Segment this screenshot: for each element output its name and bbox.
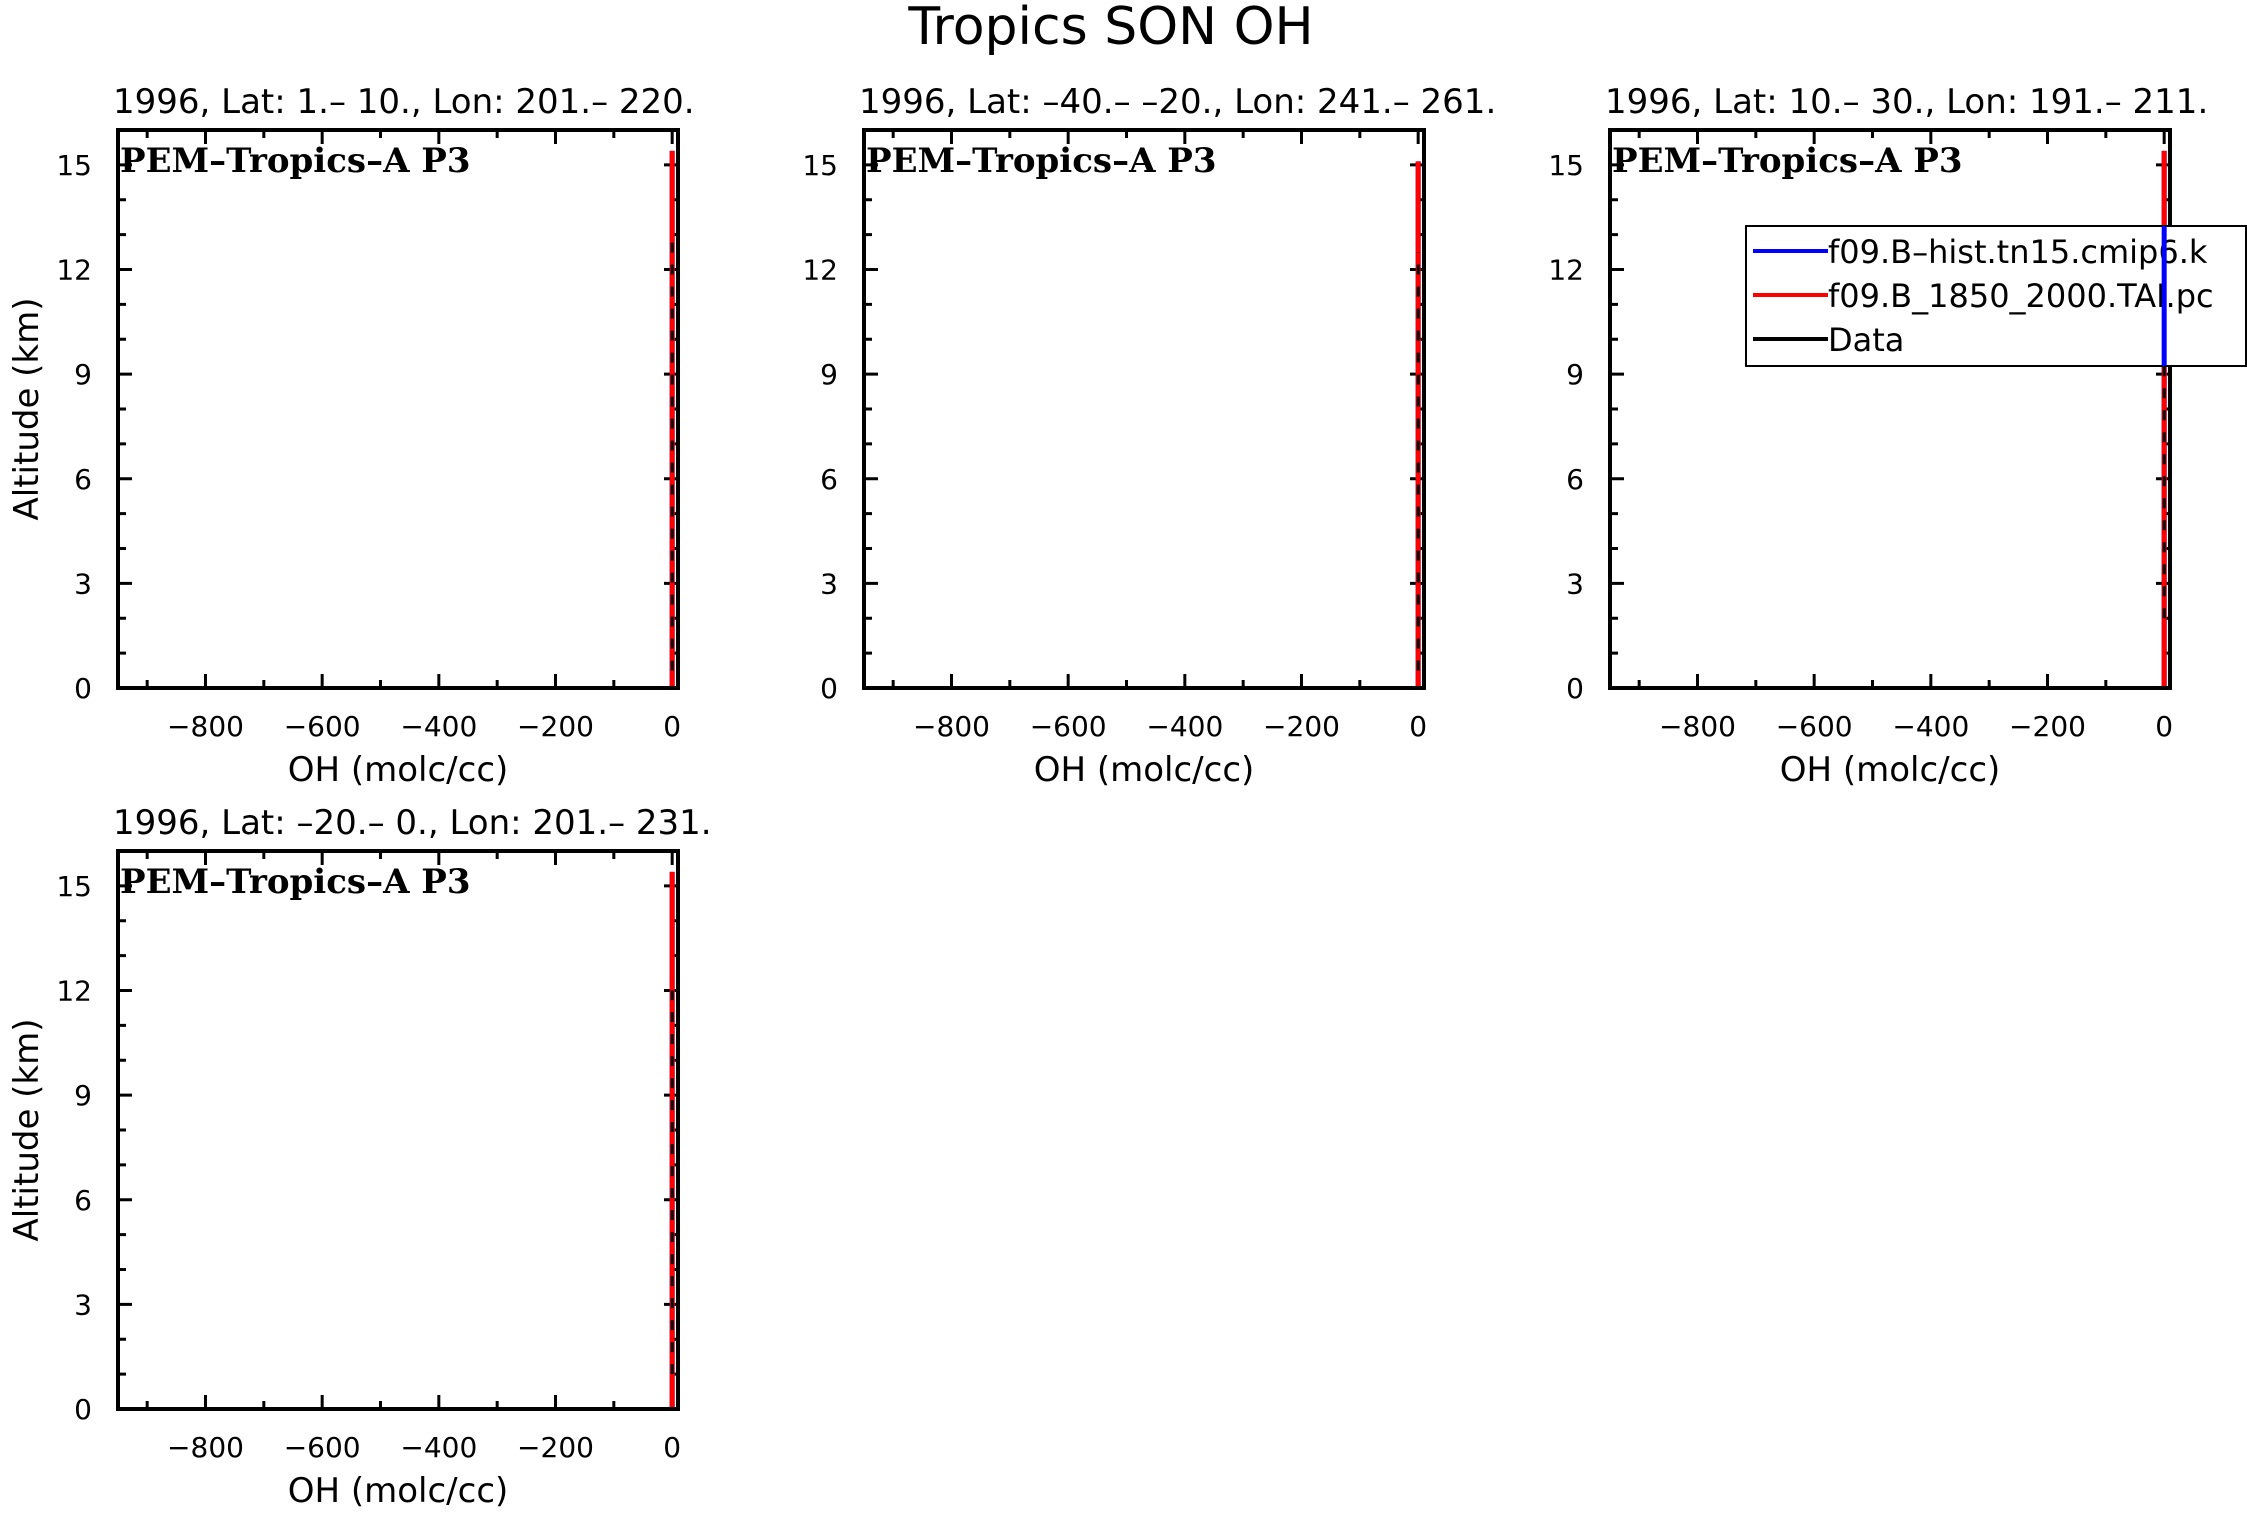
campaign-label: PEM–Tropics–A P3 — [1612, 141, 1963, 181]
x-tick-label: −800 — [167, 1431, 244, 1464]
x-tick-label: −400 — [400, 710, 477, 743]
x-tick-label: −200 — [1263, 710, 1340, 743]
plot-frame — [862, 128, 1426, 690]
y-tick-label: 6 — [74, 463, 92, 496]
y-tick-label: 6 — [820, 463, 838, 496]
legend-entry: f09.B_1850_2000.TAI.pc — [1828, 277, 2214, 315]
x-tick-label: −600 — [1030, 710, 1107, 743]
campaign-label: PEM–Tropics–A P3 — [120, 141, 471, 181]
x-tick-label: −400 — [1146, 710, 1223, 743]
y-tick-label: 9 — [1566, 358, 1584, 391]
y-tick-label: 0 — [820, 672, 838, 705]
y-tick-label: 12 — [802, 254, 838, 287]
y-tick-label: 15 — [1548, 149, 1584, 182]
y-tick-label: 0 — [74, 672, 92, 705]
legend-entry: f09.B–hist.tn15.cmip6.k — [1828, 233, 2208, 271]
y-tick-label: 6 — [1566, 463, 1584, 496]
plot-frame — [116, 128, 680, 690]
figure-title: Tropics SON OH — [907, 0, 1313, 57]
x-tick-label: −800 — [913, 710, 990, 743]
y-tick-label: 3 — [820, 567, 838, 600]
x-tick-label: −600 — [284, 710, 361, 743]
x-tick-label: 0 — [2155, 710, 2173, 743]
campaign-label: PEM–Tropics–A P3 — [866, 141, 1217, 181]
chart-panel: 1996, Lat: 10.– 30., Lon: 191.– 211. OH (… — [1548, 82, 2247, 790]
y-tick-label: 0 — [1566, 672, 1584, 705]
x-tick-label: −200 — [517, 710, 594, 743]
y-tick-label: 3 — [74, 567, 92, 600]
x-tick-label: 0 — [663, 710, 681, 743]
y-tick-label: 12 — [56, 975, 92, 1008]
y-tick-label: 9 — [74, 358, 92, 391]
x-tick-label: −200 — [517, 1431, 594, 1464]
y-axis-label: Altitude (km) — [7, 297, 47, 520]
chart-panel: 1996, Lat: –40.– –20., Lon: 241.– 261. OH… — [802, 82, 1496, 790]
legend-entry: Data — [1828, 321, 1904, 359]
y-tick-label: 9 — [820, 358, 838, 391]
panel-subtitle: 1996, Lat: –40.– –20., Lon: 241.– 261. — [859, 82, 1496, 122]
y-tick-label: 15 — [56, 870, 92, 903]
x-axis-label: OH (molc/cc) — [288, 750, 509, 790]
y-axis-label: Altitude (km) — [7, 1018, 47, 1241]
y-tick-label: 3 — [1566, 567, 1584, 600]
legend: f09.B–hist.tn15.cmip6.k f09.B_1850_2000.T… — [1745, 225, 2247, 367]
x-tick-label: 0 — [1409, 710, 1427, 743]
y-tick-label: 9 — [74, 1079, 92, 1112]
x-tick-label: −400 — [400, 1431, 477, 1464]
x-tick-label: 0 — [663, 1431, 681, 1464]
y-tick-label: 12 — [1548, 254, 1584, 287]
x-axis-label: OH (molc/cc) — [1034, 750, 1255, 790]
plot-frame — [116, 849, 680, 1411]
panel-subtitle: 1996, Lat: 1.– 10., Lon: 201.– 220. — [113, 82, 695, 122]
x-tick-label: −600 — [284, 1431, 361, 1464]
panel-subtitle: 1996, Lat: –20.– 0., Lon: 201.– 231. — [113, 803, 712, 843]
x-tick-label: −200 — [2009, 710, 2086, 743]
campaign-label: PEM–Tropics–A P3 — [120, 862, 471, 902]
y-tick-label: 12 — [56, 254, 92, 287]
y-tick-label: 15 — [802, 149, 838, 182]
y-tick-label: 3 — [74, 1288, 92, 1321]
y-tick-label: 0 — [74, 1393, 92, 1426]
plot-frame — [1608, 128, 2172, 690]
x-axis-label: OH (molc/cc) — [1780, 750, 2001, 790]
x-tick-label: −800 — [167, 710, 244, 743]
x-tick-label: −400 — [1892, 710, 1969, 743]
panel-subtitle: 1996, Lat: 10.– 30., Lon: 191.– 211. — [1605, 82, 2208, 122]
x-axis-label: OH (molc/cc) — [288, 1471, 509, 1511]
y-tick-label: 6 — [74, 1184, 92, 1217]
y-tick-label: 15 — [56, 149, 92, 182]
x-tick-label: −600 — [1776, 710, 1853, 743]
chart-panel: 1996, Lat: 1.– 10., Lon: 201.– 220. OH (m… — [7, 82, 695, 790]
chart-panel: 1996, Lat: –20.– 0., Lon: 201.– 231. OH (… — [7, 803, 712, 1511]
x-tick-label: −800 — [1659, 710, 1736, 743]
